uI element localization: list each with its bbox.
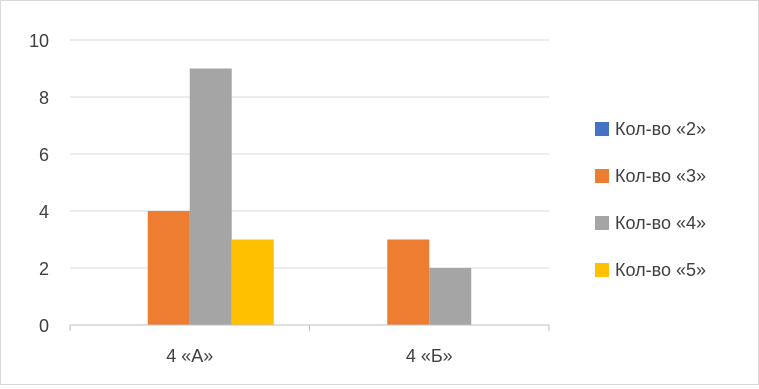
legend-label: Кол-во «2» <box>615 119 706 139</box>
y-tick-label: 6 <box>39 145 49 165</box>
gridlines <box>70 39 549 269</box>
legend-swatch <box>595 122 609 136</box>
x-tick-label: 4 «А» <box>166 346 213 366</box>
y-tick-label: 4 <box>39 202 49 222</box>
legend-swatch <box>595 216 609 230</box>
x-axis-ticks: 4 «А» 4 «Б» <box>69 325 550 366</box>
bar <box>189 68 232 325</box>
y-tick-label: 10 <box>29 31 49 51</box>
bar <box>387 239 430 325</box>
bar <box>231 239 274 325</box>
legend-swatch <box>595 169 609 183</box>
bar <box>147 211 190 325</box>
y-axis-ticks: 0 2 4 6 8 10 <box>29 31 49 336</box>
y-tick-label: 0 <box>39 316 49 336</box>
legend: Кол-во «2» Кол-во «3» Кол-во «4» Кол-во «5» <box>595 119 706 280</box>
legend-swatch <box>595 263 609 277</box>
bar <box>429 268 472 325</box>
y-tick-label: 8 <box>39 88 49 108</box>
legend-label: Кол-во «5» <box>615 260 706 280</box>
y-tick-label: 2 <box>39 259 49 279</box>
legend-label: Кол-во «3» <box>615 166 706 186</box>
bars <box>147 68 472 325</box>
legend-label: Кол-во «4» <box>615 213 706 233</box>
x-tick-label: 4 «Б» <box>406 346 453 366</box>
